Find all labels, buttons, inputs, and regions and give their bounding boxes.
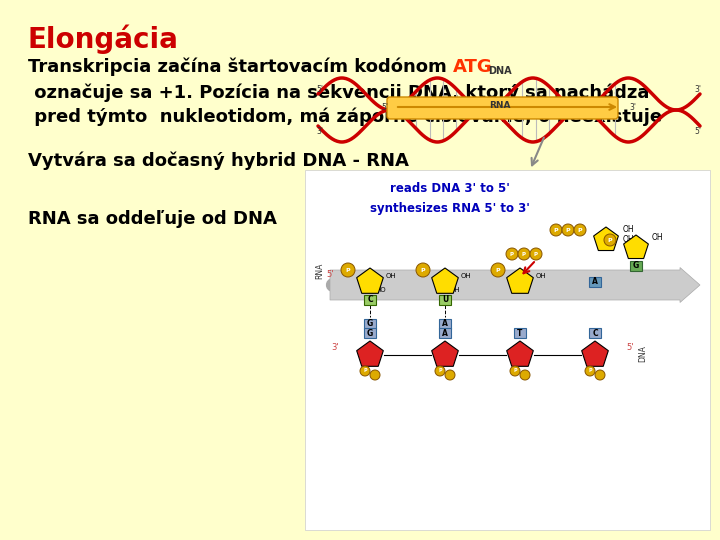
FancyBboxPatch shape	[630, 261, 642, 271]
Text: P: P	[495, 267, 500, 273]
Text: OH: OH	[386, 273, 397, 279]
Text: P: P	[513, 368, 517, 374]
Text: P: P	[577, 227, 582, 233]
Text: OH: OH	[536, 273, 546, 279]
Text: 3': 3'	[629, 103, 636, 111]
Text: P: P	[522, 252, 526, 256]
Text: G: G	[367, 320, 373, 328]
FancyBboxPatch shape	[439, 319, 451, 329]
Polygon shape	[356, 341, 383, 366]
Circle shape	[530, 248, 542, 260]
Text: synthesizes RNA 5' to 3': synthesizes RNA 5' to 3'	[370, 202, 530, 215]
FancyBboxPatch shape	[364, 295, 376, 305]
Text: 5': 5'	[695, 126, 701, 136]
Text: P: P	[566, 227, 570, 233]
Text: OH: OH	[461, 273, 472, 279]
Text: C: C	[592, 328, 598, 338]
Text: P: P	[363, 368, 366, 374]
Circle shape	[574, 224, 586, 236]
Text: G: G	[367, 328, 373, 338]
Circle shape	[510, 366, 520, 376]
FancyBboxPatch shape	[589, 277, 601, 287]
FancyBboxPatch shape	[305, 170, 710, 530]
Polygon shape	[582, 341, 608, 366]
Text: A: A	[442, 320, 448, 328]
Text: RNA: RNA	[315, 262, 325, 279]
FancyBboxPatch shape	[364, 319, 376, 329]
Text: T: T	[517, 328, 523, 338]
FancyArrow shape	[330, 267, 700, 302]
Circle shape	[491, 263, 505, 277]
Circle shape	[506, 248, 518, 260]
Text: P: P	[554, 227, 558, 233]
Text: ATG: ATG	[453, 58, 492, 76]
Polygon shape	[507, 341, 534, 366]
Text: P: P	[346, 267, 351, 273]
Text: OH: OH	[623, 225, 634, 234]
Text: reads DNA 3' to 5': reads DNA 3' to 5'	[390, 182, 510, 195]
Text: pred týmto  nukleotidom, má záporné číslovanie, 0 neexistuje: pred týmto nukleotidom, má záporné číslo…	[28, 108, 662, 126]
Circle shape	[416, 263, 430, 277]
Polygon shape	[356, 268, 383, 293]
Text: 3': 3'	[317, 126, 323, 136]
Text: G: G	[633, 261, 639, 271]
FancyBboxPatch shape	[514, 328, 526, 338]
Text: 3': 3'	[331, 343, 339, 352]
Text: 5': 5'	[626, 343, 634, 352]
Text: Elongácia: Elongácia	[28, 25, 179, 55]
Text: P: P	[534, 252, 538, 256]
Text: HO: HO	[375, 287, 386, 293]
FancyBboxPatch shape	[439, 328, 451, 338]
Text: OH: OH	[623, 235, 634, 244]
Text: A: A	[592, 278, 598, 287]
Circle shape	[370, 370, 380, 380]
Polygon shape	[624, 235, 649, 259]
FancyBboxPatch shape	[589, 328, 601, 338]
Text: označuje sa +1. Pozícia na sekvencii DNA, ktorý sa nachádza: označuje sa +1. Pozícia na sekvencii DNA…	[28, 84, 649, 103]
Text: U: U	[442, 295, 448, 305]
FancyBboxPatch shape	[364, 328, 376, 338]
Text: Transkripcia začína štartovacím kodónom: Transkripcia začína štartovacím kodónom	[28, 58, 453, 77]
Circle shape	[360, 366, 370, 376]
Text: 3': 3'	[695, 84, 701, 93]
Circle shape	[341, 263, 355, 277]
Circle shape	[604, 234, 616, 246]
Text: RNA sa oddeľuje od DNA: RNA sa oddeľuje od DNA	[28, 210, 277, 228]
Text: A: A	[442, 328, 448, 338]
Text: OH: OH	[450, 287, 461, 293]
Text: DNA: DNA	[488, 66, 512, 76]
Text: 5': 5'	[317, 84, 323, 93]
Polygon shape	[432, 341, 459, 366]
Text: DNA: DNA	[638, 345, 647, 362]
Circle shape	[550, 224, 562, 236]
Circle shape	[595, 370, 605, 380]
Text: OH: OH	[652, 233, 664, 242]
Text: P: P	[438, 368, 442, 374]
Text: RNA: RNA	[490, 102, 510, 111]
Text: C: C	[367, 295, 373, 305]
Circle shape	[435, 366, 445, 376]
Circle shape	[518, 248, 530, 260]
Polygon shape	[507, 268, 534, 293]
Text: P: P	[608, 238, 612, 242]
Polygon shape	[593, 227, 618, 251]
Text: Vytvára sa dočasný hybrid DNA - RNA: Vytvára sa dočasný hybrid DNA - RNA	[28, 152, 409, 171]
Circle shape	[445, 370, 455, 380]
Circle shape	[562, 224, 574, 236]
Text: P: P	[588, 368, 592, 374]
Circle shape	[520, 370, 530, 380]
Text: P: P	[420, 267, 426, 273]
Polygon shape	[432, 268, 459, 293]
Text: 5': 5'	[326, 270, 334, 279]
FancyBboxPatch shape	[387, 97, 618, 119]
FancyBboxPatch shape	[439, 295, 451, 305]
Circle shape	[585, 366, 595, 376]
Text: 5': 5'	[382, 103, 389, 111]
Text: P: P	[510, 252, 514, 256]
